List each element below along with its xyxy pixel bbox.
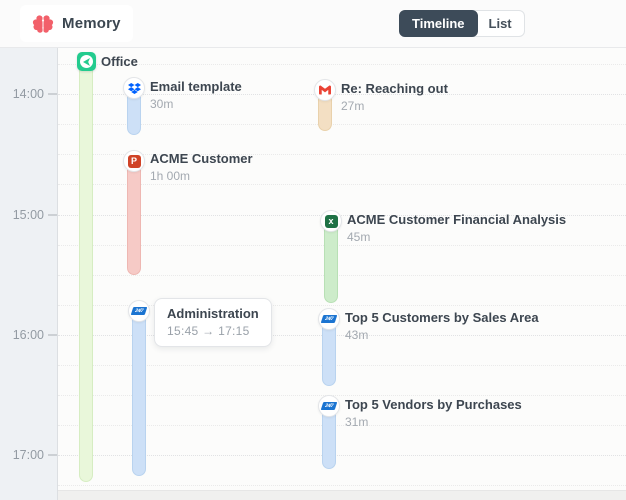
location-bar-office[interactable] [79,60,93,482]
erp-glyph: 24/7 [320,315,338,323]
top-bar: Memory Timeline List [0,0,626,48]
gridline [58,485,626,487]
hour-tick [48,213,57,216]
powerpoint-glyph: P [127,154,141,168]
powerpoint-icon[interactable]: P [123,150,145,172]
gridline [58,334,626,336]
dropbox-icon[interactable] [123,77,145,99]
entry-title: Email template [150,79,242,94]
entry-duration: 1h 00m [150,169,191,183]
gridline [58,214,626,216]
gridline [58,244,626,246]
gridline [58,94,626,96]
hour-label: 14:00 [12,87,44,101]
tab-timeline[interactable]: Timeline [399,10,478,37]
erp-icon[interactable]: 24/7 [318,395,340,417]
gridline [58,455,626,457]
timeline-bar-administration[interactable] [132,302,146,476]
gridline [58,304,626,306]
hour-label: 16:00 [12,327,44,342]
gridline [58,395,626,397]
entry-duration: 45m [347,230,371,244]
erp-glyph: 24/7 [130,307,148,315]
erp-glyph: 24/7 [320,402,338,410]
entry-duration: 43m [345,328,369,342]
gridline [58,425,626,427]
gridline [58,365,626,366]
gmail-icon[interactable] [314,79,336,101]
app-logo[interactable]: Memory [20,5,133,42]
entry-duration: 27m [341,99,365,113]
timeline-bottom-edge [58,490,626,500]
entry-title: ACME Customer Financial Analysis [347,212,567,227]
time-gutter: 14:00 15:00 16:00 17:00 [0,47,58,500]
gridline [58,274,626,276]
entry-title: Re: Reaching out [341,81,448,96]
location-arrow-glyph [80,55,93,68]
app-title: Memory [62,15,121,32]
hour-label: 15:00 [12,207,44,222]
entry-top5-customers[interactable]: Top 5 Customers by Sales Area 43m [345,310,539,343]
hour-tick [48,454,57,457]
gridline [58,64,626,65]
brain-icon [32,14,54,33]
tooltip-title: Administration [167,306,259,321]
entry-email-template[interactable]: Email template 30m [150,79,242,112]
entry-title: Top 5 Vendors by Purchases [345,397,522,412]
excel-glyph: x [324,214,338,228]
tab-list[interactable]: List [472,10,525,37]
entry-acme-customer[interactable]: ACME Customer 1h 00m [150,151,253,184]
entry-financial-analysis[interactable]: ACME Customer Financial Analysis 45m [347,212,566,245]
hour-label: 17:00 [12,448,44,463]
gridline [58,154,626,156]
entry-tooltip-administration: Administration 15:45 → 17:15 [154,298,272,347]
entry-title: ACME Customer [150,151,253,166]
gridline [58,124,626,126]
entry-top5-vendors[interactable]: Top 5 Vendors by Purchases 31m [345,397,522,430]
location-label[interactable]: Office [101,54,138,69]
entry-reaching-out[interactable]: Re: Reaching out 27m [341,81,448,114]
entry-title: Top 5 Customers by Sales Area [345,310,539,325]
entry-duration: 31m [345,415,369,429]
erp-icon[interactable]: 24/7 [318,308,340,330]
excel-icon[interactable]: x [320,210,342,232]
location-arrow-icon[interactable] [77,52,96,71]
gridline [58,184,626,186]
view-toggle: Timeline List [399,10,525,37]
hour-tick [48,93,57,95]
entry-duration: 30m [150,97,174,111]
hour-tick [48,333,57,336]
erp-icon[interactable]: 24/7 [128,300,150,322]
tooltip-time-range: 15:45 → 17:15 [167,324,250,338]
